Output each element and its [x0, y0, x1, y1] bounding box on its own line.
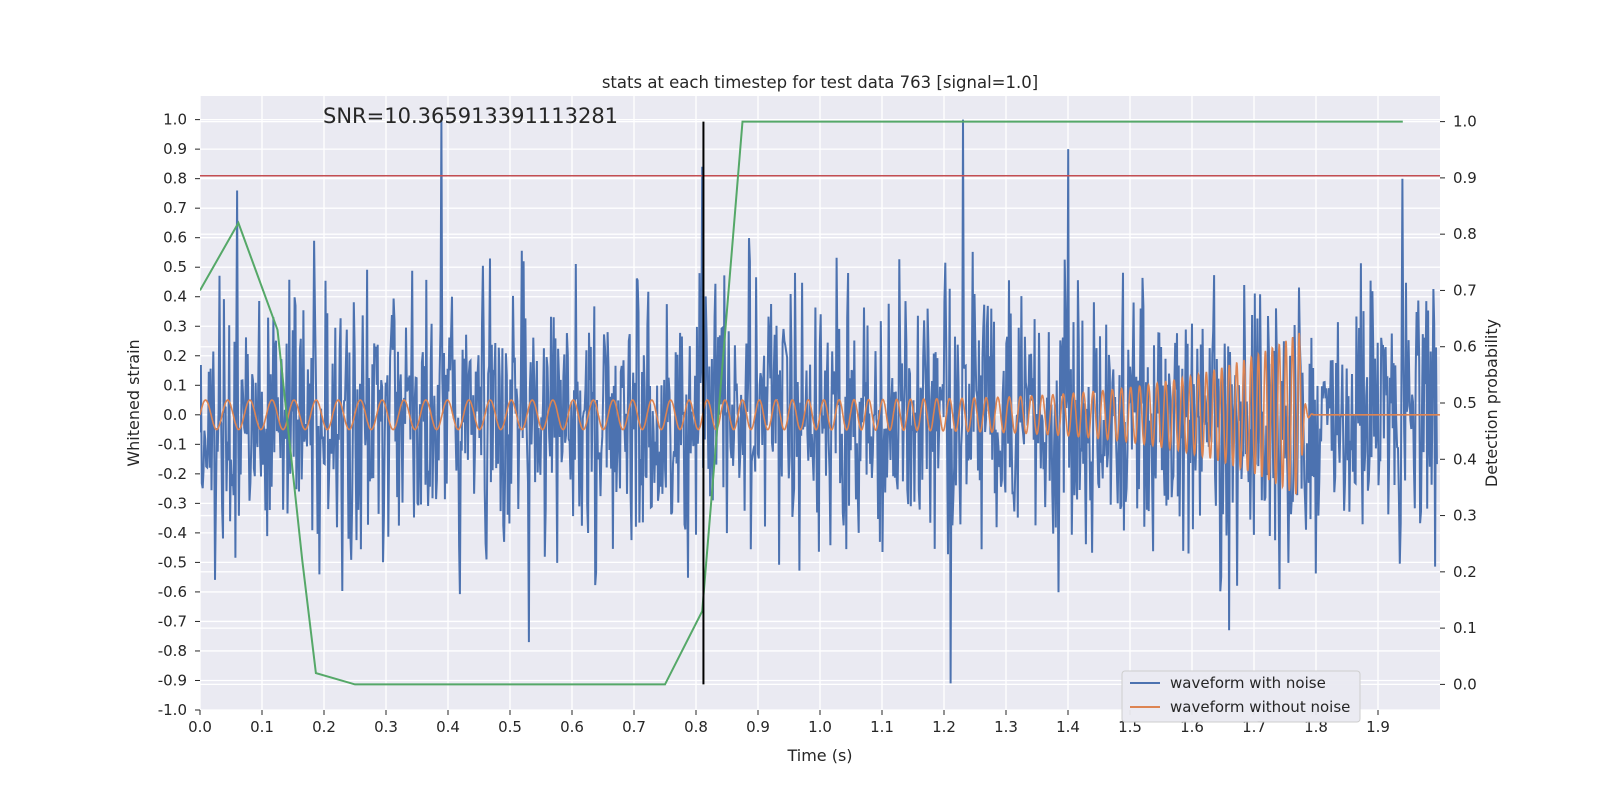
y2-tick-label: 0.9 — [1453, 169, 1477, 187]
y2-tick-label: 0.1 — [1453, 619, 1477, 637]
plot-area — [200, 119, 1440, 686]
x-tick-label: 0.6 — [560, 718, 584, 736]
legend-label-waveform-without-noise: waveform without noise — [1170, 698, 1350, 716]
x-tick-label: 1.0 — [808, 718, 832, 736]
series-line-detection-probability — [200, 120, 1403, 686]
y-tick-label: 0.2 — [163, 347, 187, 365]
x-tick-label: 1.3 — [994, 718, 1018, 736]
y2-axis-label: Detection probability — [1482, 319, 1501, 487]
snr-annotation: SNR=10.365913391113281 — [323, 104, 618, 128]
y2-tick-label: 0.3 — [1453, 507, 1477, 525]
y-tick-label: 0.0 — [163, 406, 187, 424]
y-tick-label: 0.3 — [163, 317, 187, 335]
x-tick-label: 0.1 — [250, 718, 274, 736]
y2-tick-label: 0.2 — [1453, 563, 1477, 581]
y-tick-label: -0.6 — [158, 583, 187, 601]
y-tick-label: 0.9 — [163, 140, 187, 158]
x-tick-label: 0.7 — [622, 718, 646, 736]
x-tick-label: 1.9 — [1366, 718, 1390, 736]
x-tick-label: 0.3 — [374, 718, 398, 736]
x-tick-label: 0.4 — [436, 718, 460, 736]
x-tick-label: 0.9 — [746, 718, 770, 736]
series-line-waveform-without-noise — [200, 332, 1440, 495]
y-tick-label: 0.6 — [163, 229, 187, 247]
x-tick-label: 0.8 — [684, 718, 708, 736]
y-tick-label: 0.5 — [163, 258, 187, 276]
y-tick-label: 1.0 — [163, 111, 187, 129]
y-axis-right: 0.0 0.1 0.2 0.3 0.4 0.5 0.6 0.7 0.8 0.9 1.0 — [1440, 113, 1477, 693]
y-tick-label: -1.0 — [158, 701, 187, 719]
chart-title: stats at each timestep for test data 763… — [602, 73, 1038, 92]
legend-label-waveform-with-noise: waveform with noise — [1170, 674, 1326, 692]
y-tick-label: -0.2 — [158, 465, 187, 483]
y-tick-label: -0.4 — [158, 524, 187, 542]
y-tick-label: -0.5 — [158, 553, 187, 571]
y-axis-left: -1.0 -0.9 -0.8 -0.7 -0.6 -0.5 -0.4 -0.3 -0.2 -0.1… — [158, 111, 200, 719]
y-tick-label: 0.7 — [163, 199, 187, 217]
y2-tick-label: 0.6 — [1453, 338, 1477, 356]
y2-tick-label: 1.0 — [1453, 113, 1477, 131]
x-tick-label: 0.5 — [498, 718, 522, 736]
legend-box — [1121, 670, 1361, 723]
y-axis-label: Whitened strain — [124, 339, 143, 466]
x-axis-label: Time (s) — [786, 746, 852, 765]
y2-tick-label: 0.8 — [1453, 225, 1477, 243]
y-tick-label: -0.9 — [158, 671, 187, 689]
y-tick-label: -0.8 — [158, 642, 187, 660]
x-tick-label: 1.1 — [870, 718, 894, 736]
y-tick-label: 0.4 — [163, 288, 187, 306]
y2-tick-label: 0.5 — [1453, 394, 1477, 412]
x-tick-label: 1.4 — [1056, 718, 1080, 736]
legend: waveform with noise waveform without noi… — [1121, 670, 1361, 723]
y-tick-label: 0.1 — [163, 376, 187, 394]
y-tick-label: 0.8 — [163, 170, 187, 188]
y2-tick-label: 0.7 — [1453, 281, 1477, 299]
x-tick-label: 1.2 — [932, 718, 956, 736]
y2-tick-label: 0.0 — [1453, 675, 1477, 693]
y-tick-label: -0.3 — [158, 494, 187, 512]
y-tick-label: -0.1 — [158, 435, 187, 453]
x-tick-label: 0.2 — [312, 718, 336, 736]
y-tick-label: -0.7 — [158, 612, 187, 630]
y2-tick-label: 0.4 — [1453, 450, 1477, 468]
x-tick-label: 0.0 — [188, 718, 212, 736]
